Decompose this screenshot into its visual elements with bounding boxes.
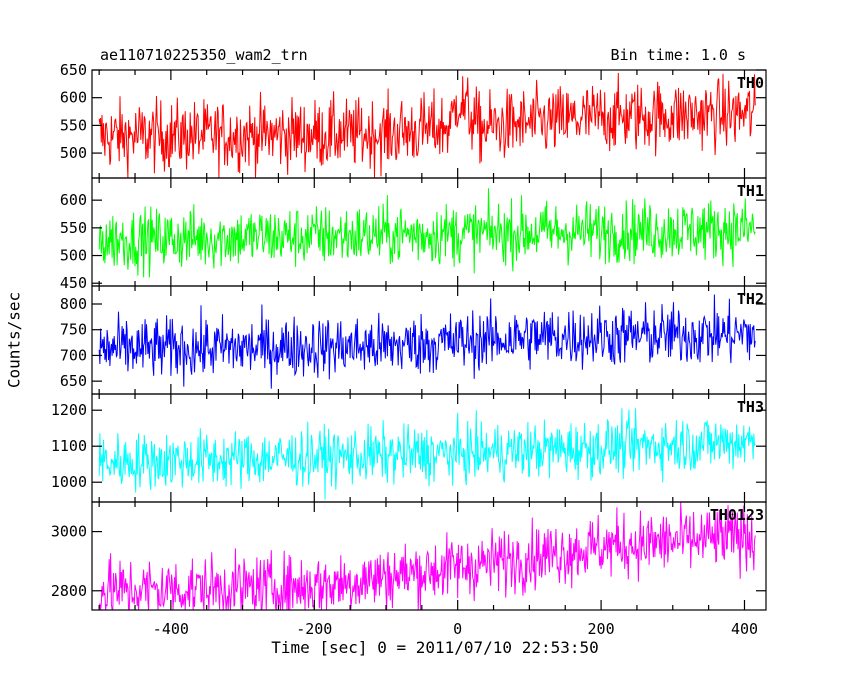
- panel-label-th1: TH1: [737, 182, 764, 200]
- panel-label-th0: TH0: [737, 74, 764, 92]
- y-tick-label: 550: [60, 219, 87, 237]
- y-tick-label: 1000: [51, 473, 87, 491]
- y-axis-label: Counts/sec: [4, 291, 24, 389]
- plot-title-right: Bin time: 1.0 s: [610, 46, 746, 64]
- x-tick-label: 200: [588, 620, 615, 638]
- plot-title-left: ae110710225350_wam2_trn: [100, 46, 308, 64]
- series-line-th0: [98, 72, 756, 179]
- y-tick-label: 700: [60, 346, 87, 364]
- y-tick-label: 650: [60, 61, 87, 79]
- x-tick-label: -400: [153, 620, 189, 638]
- y-tick-label: 500: [60, 144, 87, 162]
- y-tick-label: 450: [60, 274, 87, 292]
- y-tick-label: 3000: [51, 523, 87, 541]
- y-tick-label: 2800: [51, 582, 87, 600]
- series-line-th0123: [98, 501, 756, 611]
- y-tick-label: 650: [60, 372, 87, 390]
- y-tick-label: 600: [60, 89, 87, 107]
- series-line-th3: [98, 408, 756, 500]
- panel-frame: [91, 501, 767, 611]
- y-tick-label: 800: [60, 295, 87, 313]
- series-line-th2: [98, 294, 756, 389]
- y-tick-label: 1200: [51, 401, 87, 419]
- series-line-th1: [98, 188, 756, 278]
- x-tick-label: -200: [296, 620, 332, 638]
- y-tick-label: 550: [60, 116, 87, 134]
- y-tick-label: 750: [60, 321, 87, 339]
- panel-label-th2: TH2: [737, 290, 764, 308]
- x-tick-label: 400: [731, 620, 758, 638]
- y-tick-label: 500: [60, 247, 87, 265]
- y-tick-label: 1100: [51, 437, 87, 455]
- panel-label-th3: TH3: [737, 398, 764, 416]
- y-tick-label: 600: [60, 191, 87, 209]
- x-axis-label: Time [sec] 0 = 2011/07/10 22:53:50: [271, 638, 599, 657]
- x-tick-label: 0: [453, 620, 462, 638]
- panel-label-th0123: TH0123: [710, 506, 764, 524]
